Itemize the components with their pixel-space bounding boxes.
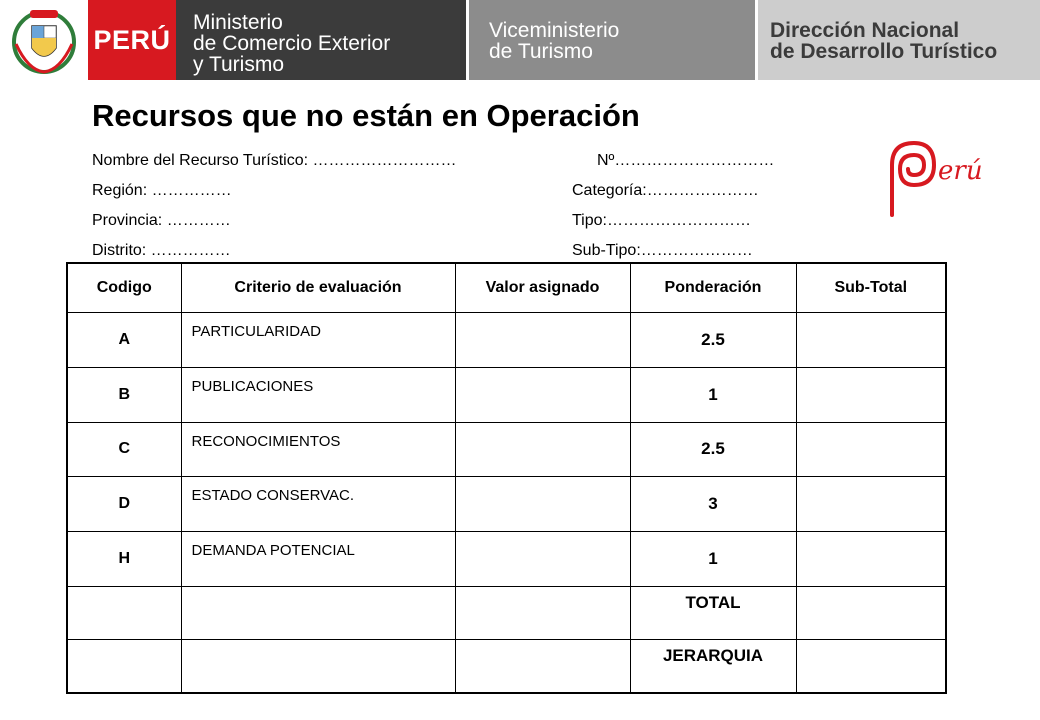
- header-codigo: Codigo: [66, 262, 182, 313]
- table-row: A PARTICULARIDAD 2.5: [66, 312, 947, 368]
- row-code: C: [66, 421, 182, 478]
- row-weight: 2.5: [629, 312, 797, 368]
- row-weight: 2.5: [629, 421, 797, 478]
- peru-brand-logo: erú: [890, 140, 983, 217]
- type-field: Tipo:………………………: [572, 212, 751, 229]
- empty-cell: [66, 585, 182, 640]
- empty-cell: [66, 638, 182, 694]
- province-field: Provincia: …………: [92, 212, 231, 229]
- table-row: B PUBLICACIONES 1: [66, 366, 947, 423]
- table-row: C RECONOCIMIENTOS 2.5: [66, 421, 947, 478]
- ministry-line-1: Ministerio: [193, 11, 283, 34]
- row-code: B: [66, 366, 182, 423]
- table-header-row: Codigo Criterio de evaluación Valor asig…: [66, 262, 947, 313]
- row-subtotal-cell[interactable]: [795, 476, 947, 533]
- row-value-cell[interactable]: [454, 531, 631, 587]
- resource-name-field: Nombre del Recurso Turístico: ………………………: [92, 152, 457, 169]
- header-ponderacion: Ponderación: [629, 262, 797, 313]
- row-criterion: PUBLICACIONES: [180, 366, 456, 423]
- row-code: D: [66, 476, 182, 533]
- empty-cell: [180, 585, 456, 640]
- empty-cell: [454, 638, 631, 694]
- row-value-cell[interactable]: [454, 366, 631, 423]
- viceministry-name: Viceministerio de Turismo: [469, 0, 755, 80]
- vice-line-2: de Turismo: [489, 40, 593, 63]
- page-title: Recursos que no están en Operación: [92, 98, 640, 133]
- row-weight: 1: [629, 531, 797, 587]
- row-code: A: [66, 312, 182, 368]
- direction-line-2: de Desarrollo Turístico: [770, 40, 998, 63]
- national-seal: [0, 0, 88, 80]
- row-weight: 1: [629, 366, 797, 423]
- direction-name: Dirección Nacional de Desarrollo Turísti…: [758, 0, 1040, 80]
- vice-line-1: Viceministerio: [489, 19, 620, 42]
- jerarquia-label: JERARQUIA: [629, 638, 797, 694]
- row-subtotal-cell[interactable]: [795, 366, 947, 423]
- header-subtotal: Sub-Total: [795, 262, 947, 313]
- row-value-cell[interactable]: [454, 312, 631, 368]
- total-label: TOTAL: [629, 585, 797, 640]
- table-row: D ESTADO CONSERVAC. 3: [66, 476, 947, 533]
- row-criterion: ESTADO CONSERVAC.: [180, 476, 456, 533]
- coat-of-arms-icon: [12, 10, 76, 74]
- jerarquia-value-cell[interactable]: [795, 638, 947, 694]
- row-subtotal-cell[interactable]: [795, 531, 947, 587]
- row-criterion: PARTICULARIDAD: [180, 312, 456, 368]
- district-field: Distrito: ……………: [92, 242, 231, 259]
- total-row: TOTAL: [66, 585, 947, 640]
- region-field: Región: ……………: [92, 182, 232, 199]
- header-banner: PERÚ Ministerio de Comercio Exterior y T…: [0, 0, 1040, 80]
- row-criterion: DEMANDA POTENCIAL: [180, 531, 456, 587]
- row-code: H: [66, 531, 182, 587]
- table-row: H DEMANDA POTENCIAL 1: [66, 531, 947, 587]
- number-field: Nº…………………………: [597, 152, 775, 169]
- row-subtotal-cell[interactable]: [795, 421, 947, 478]
- category-field: Categoría:…………………: [572, 182, 759, 199]
- direction-line-1: Dirección Nacional: [770, 19, 960, 42]
- row-value-cell[interactable]: [454, 476, 631, 533]
- header-valor: Valor asignado: [454, 262, 631, 313]
- row-value-cell[interactable]: [454, 421, 631, 478]
- ministry-line-2: de Comercio Exterior: [193, 32, 391, 55]
- peru-label: PERÚ: [88, 0, 176, 80]
- row-weight: 3: [629, 476, 797, 533]
- empty-cell: [180, 638, 456, 694]
- jerarquia-row: JERARQUIA: [66, 638, 947, 694]
- row-subtotal-cell[interactable]: [795, 312, 947, 368]
- total-value-cell[interactable]: [795, 585, 947, 640]
- logo-text: erú: [938, 156, 983, 186]
- ministry-line-3: y Turismo: [193, 53, 285, 76]
- evaluation-table: Codigo Criterio de evaluación Valor asig…: [66, 262, 947, 694]
- empty-cell: [454, 585, 631, 640]
- subtype-field: Sub-Tipo:…………………: [572, 242, 753, 259]
- header-criterio: Criterio de evaluación: [180, 262, 456, 313]
- ministry-name: Ministerio de Comercio Exterior y Turism…: [176, 0, 466, 80]
- row-criterion: RECONOCIMIENTOS: [180, 421, 456, 478]
